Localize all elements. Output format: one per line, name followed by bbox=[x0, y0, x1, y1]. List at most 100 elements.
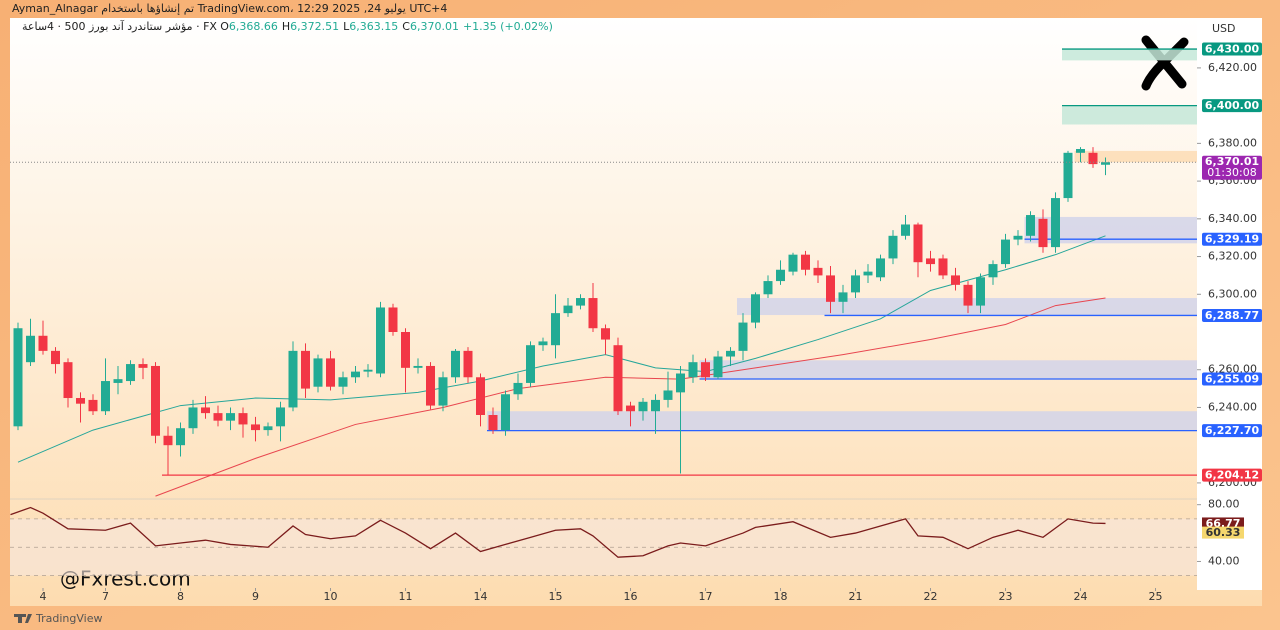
candle-body bbox=[676, 373, 685, 393]
brand-logo bbox=[14, 614, 32, 623]
candle-body bbox=[988, 264, 998, 278]
candle-body bbox=[1001, 239, 1010, 265]
candle-body bbox=[901, 224, 910, 236]
level-badge bbox=[1202, 372, 1262, 386]
header-field: O bbox=[220, 20, 229, 33]
candle-body bbox=[776, 269, 785, 282]
candle-body bbox=[63, 362, 73, 399]
candle-body bbox=[1088, 152, 1098, 165]
candle-body bbox=[538, 341, 548, 346]
candle-body bbox=[663, 390, 673, 400]
candle-body bbox=[301, 350, 310, 389]
candle-body bbox=[226, 413, 235, 421]
header-field: +1.35 (+0.02%) bbox=[463, 20, 553, 33]
level-label: 6,430.00 bbox=[1205, 43, 1260, 56]
candle-body bbox=[288, 350, 298, 408]
level-badge bbox=[1202, 232, 1262, 246]
candle-body bbox=[1026, 215, 1035, 236]
candle-body bbox=[313, 358, 323, 387]
x-tick-label: 22 bbox=[924, 590, 938, 603]
x-tick-label: 11 bbox=[399, 590, 413, 603]
candle-body bbox=[476, 377, 485, 416]
candle-body bbox=[651, 399, 660, 412]
currency: USD bbox=[1212, 22, 1236, 35]
rsi-tick-label: 40.00 bbox=[1208, 554, 1240, 567]
header-field: L bbox=[343, 20, 350, 33]
candle-body bbox=[188, 407, 198, 429]
candle-body bbox=[826, 275, 835, 302]
x-tick-label: 7 bbox=[102, 590, 109, 603]
candle-body bbox=[513, 382, 523, 395]
x-tick-label: 23 bbox=[999, 590, 1013, 603]
moving-average bbox=[17, 235, 1106, 463]
header-field: 6,372.51 bbox=[290, 20, 339, 33]
header-field: 6,368.66 bbox=[229, 20, 278, 33]
x-tick-label: 25 bbox=[1149, 590, 1163, 603]
candle-body bbox=[1013, 235, 1023, 240]
level-badge bbox=[1202, 308, 1262, 322]
zone bbox=[1062, 49, 1197, 61]
header-field: مؤشر ستاندرد آند بورز 500 · 4ساعة · FX bbox=[22, 19, 217, 33]
candle-body bbox=[1076, 149, 1085, 153]
candle-body bbox=[801, 254, 810, 270]
candle-body bbox=[838, 292, 848, 302]
candle-body bbox=[251, 424, 260, 431]
rsi-line bbox=[10, 506, 1106, 558]
candle-body bbox=[126, 364, 135, 382]
x-tick-label: 18 bbox=[774, 590, 788, 603]
candle-body bbox=[576, 298, 585, 306]
header-field: C bbox=[402, 20, 410, 33]
instrument-header: مؤشر ستاندرد آند بورز 500 · 4ساعة · FX O6… bbox=[22, 19, 553, 33]
candle-body bbox=[176, 428, 185, 446]
candle-body bbox=[451, 350, 460, 378]
x-tick-label: 17 bbox=[699, 590, 713, 603]
candle-body bbox=[913, 224, 923, 263]
instrument-line: مؤشر ستاندرد آند بورز 500 · 4ساعة · FX O6… bbox=[22, 19, 553, 33]
candle-body bbox=[76, 398, 85, 404]
candle-body bbox=[951, 275, 960, 285]
y-tick-label: 6,340.00 bbox=[1208, 212, 1257, 225]
x-tick-label: 8 bbox=[177, 590, 184, 603]
price-axis bbox=[1197, 18, 1262, 590]
candle-body bbox=[88, 399, 98, 412]
candle-body bbox=[151, 365, 160, 436]
y-tick-label: 6,260.00 bbox=[1208, 363, 1257, 376]
rsi-badge bbox=[1202, 517, 1244, 530]
candle-body bbox=[1063, 152, 1073, 199]
candle-body bbox=[601, 328, 610, 340]
candle-body bbox=[563, 305, 573, 314]
candle-body bbox=[351, 371, 360, 378]
candle-body bbox=[938, 258, 948, 276]
candle-body bbox=[388, 307, 398, 333]
x-tick-label: 15 bbox=[549, 590, 563, 603]
candle-body bbox=[1101, 162, 1110, 165]
header-field: H bbox=[282, 20, 290, 33]
zone bbox=[737, 298, 1197, 316]
candle-body bbox=[613, 345, 623, 412]
candle-body bbox=[263, 426, 273, 431]
candle-body bbox=[26, 335, 35, 363]
candle-body bbox=[851, 275, 860, 293]
candle-body bbox=[438, 377, 448, 406]
candle-body bbox=[763, 281, 773, 295]
candle-body bbox=[876, 258, 885, 278]
candle-body bbox=[976, 277, 985, 306]
candle-body bbox=[13, 328, 23, 427]
x-tick-label: 16 bbox=[624, 590, 638, 603]
logo bbox=[1141, 35, 1189, 91]
candle-body bbox=[1051, 198, 1060, 248]
candle-body bbox=[751, 294, 760, 323]
header-field: 6,370.01 bbox=[410, 20, 459, 33]
candle-body bbox=[201, 407, 210, 414]
x-tick-label: 10 bbox=[324, 590, 338, 603]
x-tick-label: 9 bbox=[252, 590, 259, 603]
candle-body bbox=[463, 350, 473, 378]
level-badge bbox=[1202, 424, 1262, 438]
level-badge bbox=[1202, 468, 1262, 482]
candle-body bbox=[276, 407, 285, 427]
candle-body bbox=[401, 332, 410, 368]
level-label: 6,204.12 bbox=[1205, 469, 1259, 482]
zone bbox=[699, 360, 1197, 380]
current-badge bbox=[1202, 155, 1262, 180]
